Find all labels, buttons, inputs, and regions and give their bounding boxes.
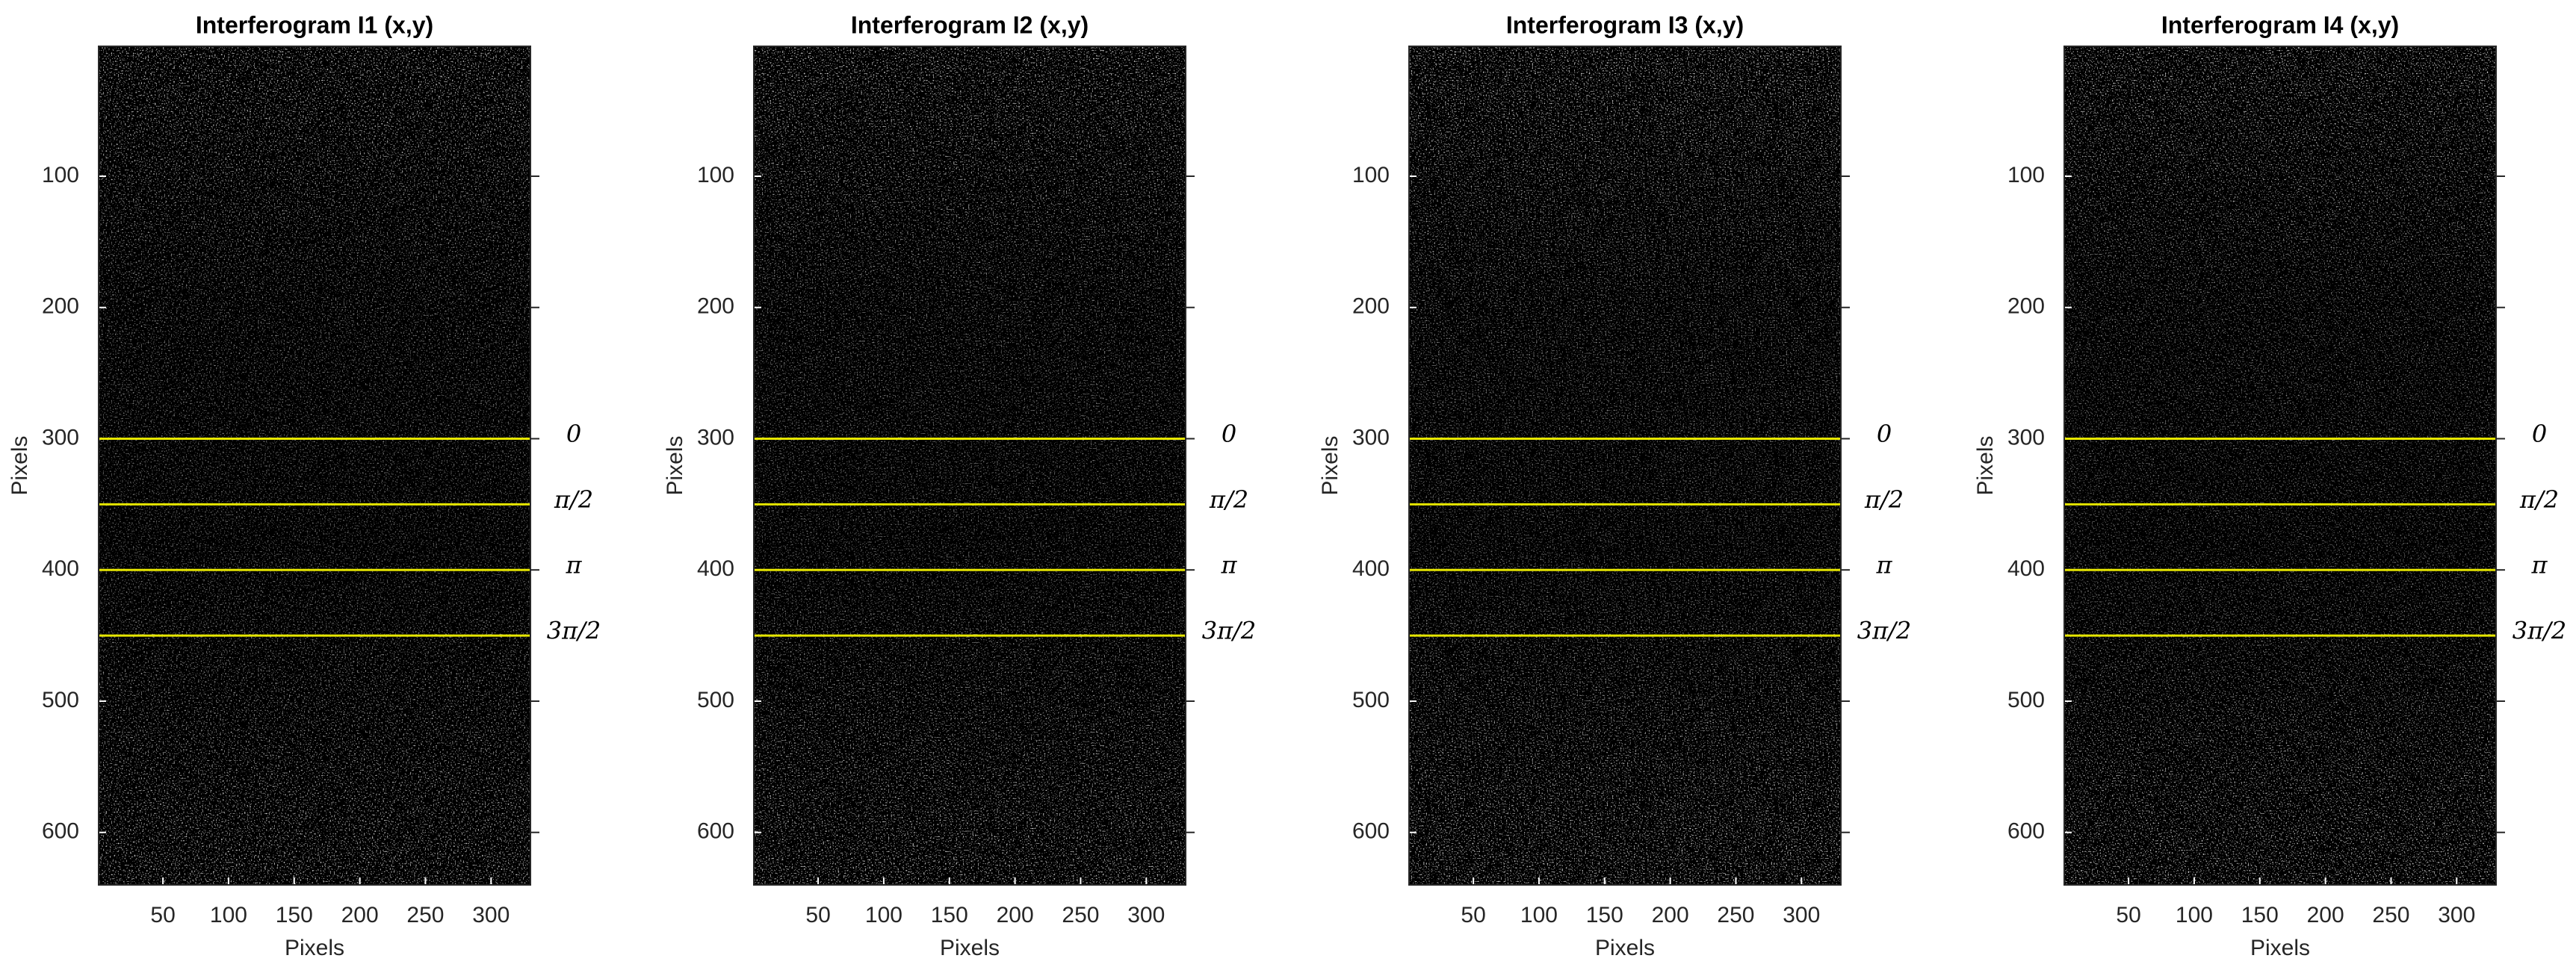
chart-title: Interferogram I1 (x,y) (196, 11, 433, 38)
y-tick-label: 500 (697, 688, 734, 712)
y-tick-label: 600 (2007, 819, 2045, 844)
y-tick-label: 400 (2007, 556, 2045, 581)
phase-label: π/2 (554, 485, 593, 514)
x-tick-label: 250 (1062, 903, 1099, 927)
x-tick-label: 200 (2307, 903, 2344, 927)
phase-label: π (2530, 551, 2548, 579)
y-axis-label: Pixels (1318, 435, 1343, 495)
x-tick-label: 300 (472, 903, 510, 927)
x-tick-label: 200 (997, 903, 1034, 927)
phase-label: π (1875, 551, 1892, 579)
plot-frame (98, 46, 531, 886)
y-tick-label: 300 (697, 425, 734, 450)
y-tick-label: 300 (1352, 425, 1390, 450)
plot-frame (753, 46, 1186, 886)
panel: Interferogram I3 (x,y) Pixels Pixels 50 100 1… (1318, 11, 1911, 960)
x-tick-label: 150 (2241, 903, 2279, 927)
y-tick-label: 500 (1352, 688, 1390, 712)
x-tick-label: 150 (1586, 903, 1623, 927)
x-tick-label: 150 (276, 903, 313, 927)
x-tick-label: 250 (2372, 903, 2409, 927)
x-tick-label: 250 (406, 903, 444, 927)
phase-label: π (565, 551, 582, 579)
y-tick-label: 200 (2007, 294, 2045, 319)
phase-label: π/2 (1209, 485, 1248, 514)
y-axis-label: Pixels (7, 435, 32, 495)
phase-label: 3π/2 (1857, 617, 1912, 645)
x-axis-label: Pixels (940, 936, 1000, 960)
y-tick-label: 400 (42, 556, 79, 581)
y-tick-label: 200 (42, 294, 79, 319)
y-tick-label: 100 (2007, 163, 2045, 187)
y-tick-label: 200 (697, 294, 734, 319)
x-tick-label: 100 (210, 903, 247, 927)
x-tick-label: 100 (865, 903, 902, 927)
x-tick-label: 250 (1717, 903, 1754, 927)
phase-label: π (1220, 551, 1237, 579)
phase-label: 0 (566, 420, 581, 448)
x-tick-label: 150 (931, 903, 968, 927)
x-tick-label: 300 (1783, 903, 1820, 927)
image-shading (754, 46, 1186, 885)
chart-title: Interferogram I2 (x,y) (851, 11, 1089, 38)
x-tick-label: 300 (2438, 903, 2475, 927)
panel: Interferogram I2 (x,y) Pixels Pixels 50 100 1… (663, 11, 1256, 960)
y-axis-label: Pixels (663, 435, 687, 495)
plot-frame (1408, 46, 1842, 886)
x-tick-label: 50 (805, 903, 830, 927)
phase-label: 3π/2 (1202, 617, 1257, 645)
image-shading (2064, 46, 2496, 885)
phase-label: π/2 (2519, 485, 2559, 514)
image-shading (1409, 46, 1841, 885)
phase-label: 0 (2532, 420, 2547, 448)
phase-label: 3π/2 (547, 617, 601, 645)
panel: Interferogram I1 (x,y) Pixels Pixels 50 100 1… (7, 11, 601, 960)
x-tick-label: 200 (1652, 903, 1689, 927)
y-tick-label: 400 (1352, 556, 1390, 581)
y-tick-label: 600 (1352, 819, 1390, 844)
phase-label: 0 (1877, 420, 1892, 448)
x-tick-label: 300 (1127, 903, 1165, 927)
x-tick-label: 50 (150, 903, 175, 927)
x-axis-label: Pixels (2250, 936, 2310, 960)
x-axis-label: Pixels (285, 936, 344, 960)
y-tick-label: 600 (697, 819, 734, 844)
panel: Interferogram I4 (x,y) Pixels Pixels 50 100 1… (1973, 11, 2566, 960)
plot-frame (2063, 46, 2497, 886)
y-tick-label: 300 (2007, 425, 2045, 450)
x-tick-label: 100 (2176, 903, 2213, 927)
y-axis-label: Pixels (1973, 435, 1998, 495)
y-tick-label: 600 (42, 819, 79, 844)
image-shading (99, 46, 530, 885)
chart-title: Interferogram I4 (x,y) (2161, 11, 2399, 38)
y-tick-label: 100 (697, 163, 734, 187)
y-tick-label: 500 (42, 688, 79, 712)
phase-label: 3π/2 (2512, 617, 2567, 645)
y-tick-label: 200 (1352, 294, 1390, 319)
y-tick-label: 400 (697, 556, 734, 581)
phase-label: π/2 (1864, 485, 1904, 514)
chart-title: Interferogram I3 (x,y) (1506, 11, 1744, 38)
y-tick-label: 500 (2007, 688, 2045, 712)
x-tick-label: 200 (341, 903, 379, 927)
x-tick-label: 50 (2116, 903, 2140, 927)
y-tick-label: 300 (42, 425, 79, 450)
y-tick-label: 100 (42, 163, 79, 187)
x-tick-label: 100 (1520, 903, 1558, 927)
x-tick-label: 50 (1461, 903, 1485, 927)
x-axis-label: Pixels (1595, 936, 1655, 960)
phase-label: 0 (1222, 420, 1236, 448)
y-tick-label: 100 (1352, 163, 1390, 187)
